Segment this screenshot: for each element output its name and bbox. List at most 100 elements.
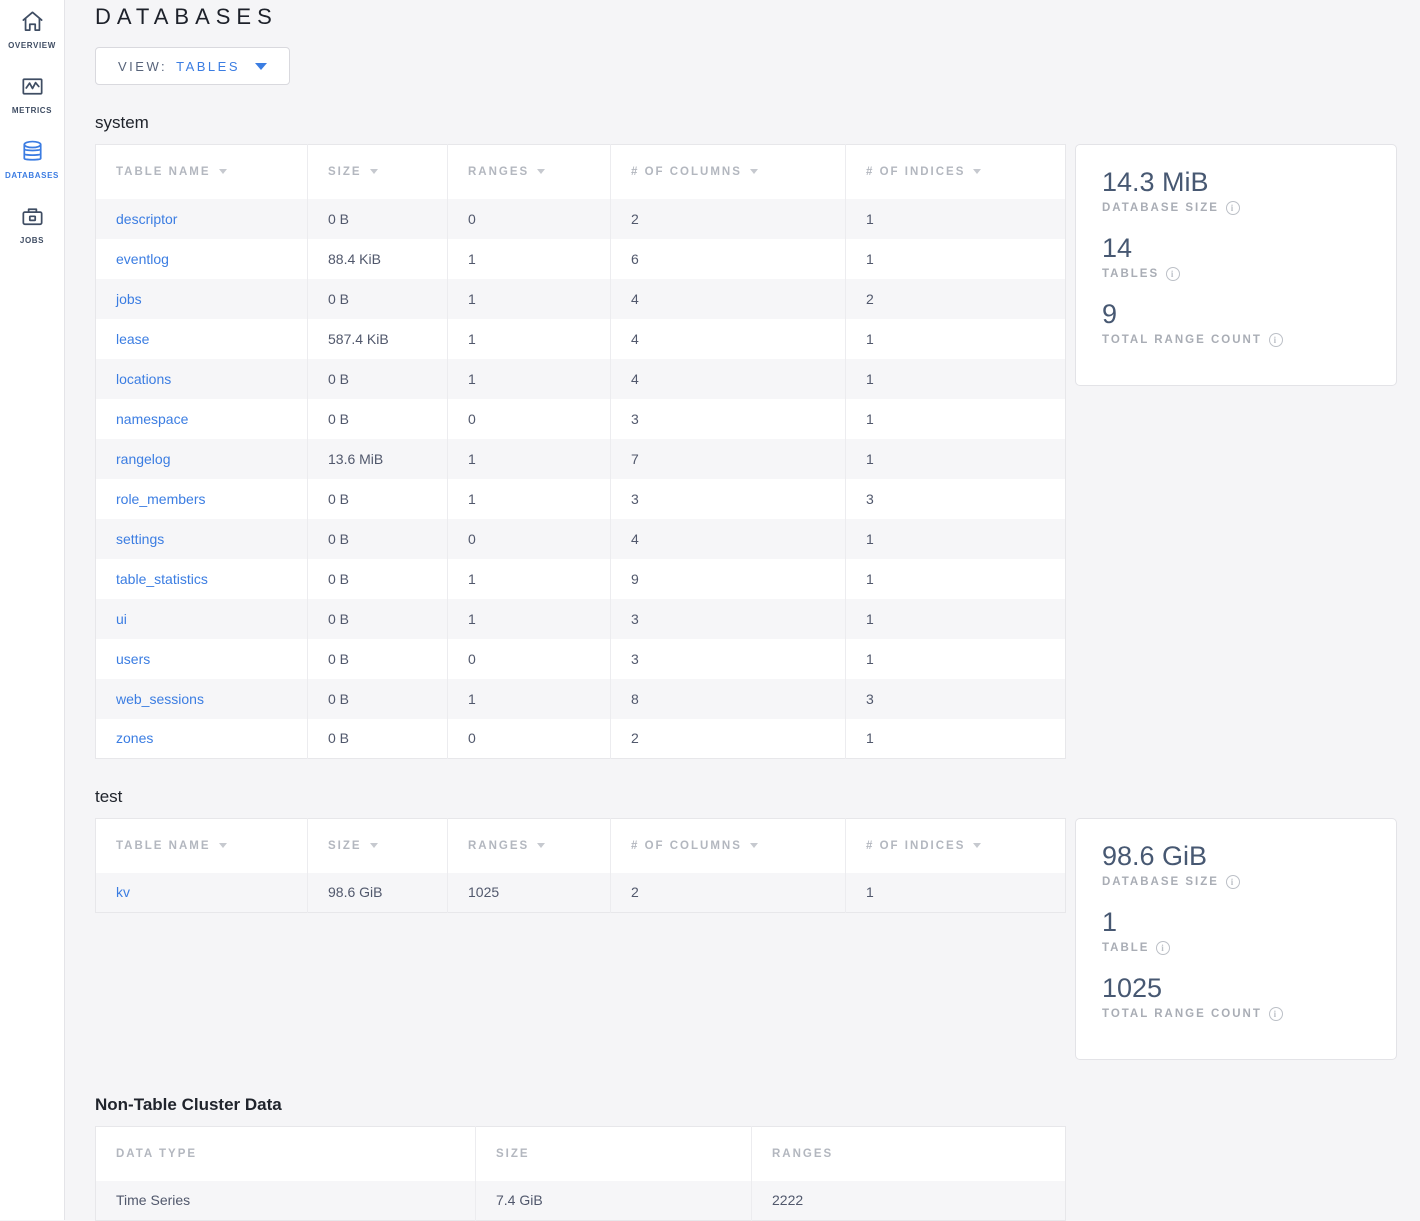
cell: 1 [866,450,874,467]
column-header-label: SIZE [328,839,362,852]
non-table-cluster-data-section: Non-Table Cluster Data DATA TYPE SIZE RANG… [95,1095,1405,1221]
database-section-test: test TABLE NAME SIZE RANGES # OF COLUMNS # O… [95,787,1405,1060]
column-header-label: RANGES [468,839,530,852]
cell: 6 [610,238,846,279]
cell: 0 B [307,598,448,639]
table-name-link[interactable]: namespace [116,410,189,427]
column-header-label: TABLE NAME [116,839,211,852]
cell: 0 B [307,278,448,319]
table-name-link[interactable]: web_sessions [116,690,204,707]
sidebar-item-databases[interactable]: DATABASES [0,138,64,180]
table-name-link[interactable]: kv [116,884,130,901]
info-icon[interactable] [1225,201,1240,215]
cell: 0 [447,198,611,239]
database-summary-card: 98.6 GiB DATABASE SIZE 1 TABLE 1025 [1075,818,1397,1060]
sidebar-item-metrics[interactable]: METRICS [0,73,64,115]
table-name-link[interactable]: jobs [116,290,142,307]
cell: 1 [866,330,874,347]
sidebar-item-overview[interactable]: OVERVIEW [0,8,64,50]
column-header-of-indices[interactable]: # OF INDICES [846,819,1066,873]
column-header-label: # OF INDICES [866,839,966,852]
stat-label: DATABASE SIZE [1102,876,1219,888]
cell: 1 [447,278,611,319]
data-table: TABLE NAME SIZE RANGES # OF COLUMNS # OF IND… [95,144,1066,759]
sidebar-item-jobs[interactable]: JOBS [0,203,64,245]
stat-range-count: 9 TOTAL RANGE COUNT [1102,298,1370,347]
column-header-data-type: DATA TYPE [95,1126,476,1181]
table-name-link[interactable]: lease [116,330,150,347]
cell: 1 [866,370,874,387]
tables-table-system: TABLE NAME SIZE RANGES # OF COLUMNS # OF IND… [95,144,1066,759]
column-header-of-indices[interactable]: # OF INDICES [846,145,1066,199]
info-icon[interactable] [1166,267,1181,281]
cell: 4 [610,278,846,319]
cell: 1025 [447,872,611,913]
table-name-link[interactable]: descriptor [116,210,178,227]
cell: 3 [866,690,874,707]
cell: jobs [95,278,308,319]
table-name-link[interactable]: eventlog [116,250,169,267]
table-name-link[interactable]: role_members [116,490,206,507]
column-header-ranges[interactable]: RANGES [447,144,611,199]
table-name-link[interactable]: ui [116,610,127,627]
cell: 0 B [307,398,448,439]
cell: 0 [447,398,611,439]
column-header-ranges[interactable]: RANGES [447,818,611,873]
database-summary-card: 14.3 MiB DATABASE SIZE 14 TABLES 9 [1075,144,1397,386]
cell: Time Series [95,1180,476,1221]
table-name-link[interactable]: table_statistics [116,570,208,587]
cell: descriptor [95,198,308,239]
sort-down-icon [537,169,546,175]
cell: 0 [447,718,611,759]
info-icon[interactable] [1225,875,1240,889]
column-header-size[interactable]: SIZE [307,144,448,199]
table-name-link[interactable]: rangelog [116,450,171,467]
table-name-link[interactable]: settings [116,530,165,547]
home-icon [19,8,46,35]
non-table-data-table: DATA TYPE SIZE RANGES Time Series 7.4 GiB 222… [95,1126,1066,1221]
info-icon[interactable] [1268,333,1283,347]
cell: 1 [866,250,874,267]
table-name-link[interactable]: zones [116,730,154,747]
table-name-link[interactable]: users [116,650,151,667]
stat-value: 1025 [1102,973,1163,1003]
column-header-table-name[interactable]: TABLE NAME [95,818,308,873]
cell: 9 [610,558,846,599]
stat-database-size: 98.6 GiB DATABASE SIZE [1102,840,1370,889]
sidebar: OVERVIEW METRICS DATABASES [0,0,65,1220]
cell: 0 B [307,198,448,239]
column-header-of-columns[interactable]: # OF COLUMNS [610,818,846,873]
cell: role_members [95,478,308,519]
table-row: Time Series 7.4 GiB 2222 [95,1180,1066,1221]
column-header-label: DATA TYPE [116,1147,198,1160]
sort-down-icon [537,843,546,849]
column-header-size[interactable]: SIZE [307,818,448,873]
cell: zones [95,718,308,759]
database-section-system: system TABLE NAME SIZE RANGES # OF COLUMNS #… [95,113,1405,759]
cell: 0 B [307,358,448,399]
cell: web_sessions [95,678,308,719]
cell: 1 [866,884,874,901]
stat-value: 1 [1102,907,1118,937]
info-icon[interactable] [1268,1007,1283,1021]
column-header-table-name[interactable]: TABLE NAME [95,144,308,199]
cell: 3 [610,638,846,679]
view-selector-value: TABLES [176,58,240,74]
cell: 0 B [307,678,448,719]
stat-label: TABLE [1102,942,1150,954]
main-content: DATABASES VIEW: TABLES system TABLE NAME… [95,0,1405,1221]
table-name-link[interactable]: locations [116,370,172,387]
column-header-of-columns[interactable]: # OF COLUMNS [610,144,846,199]
info-icon[interactable] [1156,941,1171,955]
cell: table_statistics [95,558,308,599]
database-name-heading: test [95,787,123,806]
cell: 8 [610,678,846,719]
view-selector-dropdown[interactable]: VIEW: TABLES [95,47,290,85]
cell: 587.4 KiB [307,318,448,359]
stat-value: 9 [1102,299,1118,329]
